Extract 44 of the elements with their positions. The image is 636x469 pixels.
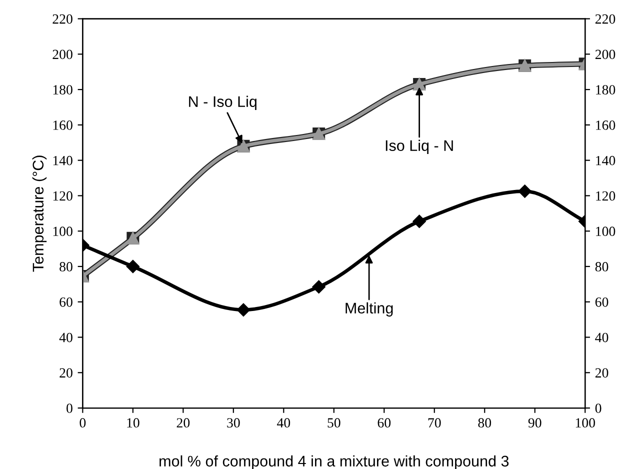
annotation: Iso Liq - N [386, 140, 453, 154]
x-tick-label: 10 [127, 418, 140, 428]
y2-tick-label: 180 [596, 85, 616, 94]
y2-tick-label: 40 [595, 332, 608, 342]
y-tick-label: 180 [53, 85, 72, 94]
x-tick-label: 60 [378, 418, 391, 428]
y2-tick-label: 140 [596, 156, 616, 166]
y2-tick-label: 160 [596, 120, 616, 130]
x-tick-label: 70 [428, 418, 441, 428]
y-tick-label: 160 [53, 120, 72, 130]
annotation: Melting [346, 302, 393, 317]
x-tick-label: 80 [478, 418, 492, 428]
point [312, 280, 326, 294]
y-tick-label: 220 [52, 14, 72, 24]
y-axis-title: Temperature (°C) [32, 156, 47, 272]
y2-tick-label: 80 [595, 262, 608, 272]
y2-tick-label: 20 [595, 368, 608, 378]
x-tick-label: 20 [176, 418, 190, 428]
y2-tick-label: 220 [595, 14, 616, 24]
point [126, 260, 140, 274]
y-tick-label: 80 [60, 262, 72, 272]
x-tick-label: 50 [328, 418, 340, 428]
y2-tick-label: 200 [595, 50, 616, 60]
y-tick-label: 40 [59, 332, 72, 342]
x-tick-label: 30 [227, 418, 240, 428]
y-tick-label: 0 [66, 404, 72, 413]
y2-tick-label: 60 [595, 297, 608, 307]
y-tick-label: 20 [60, 368, 72, 378]
y-tick-label: 60 [60, 297, 72, 307]
x-tick-label: 90 [528, 418, 542, 428]
point [518, 184, 532, 198]
y-tick-label: 100 [53, 226, 72, 236]
x-tick-label: 100 [576, 418, 596, 428]
point [236, 303, 250, 316]
y2-tick-label: 100 [596, 226, 616, 236]
y-tick-label: 120 [53, 191, 72, 201]
y-tick-label: 140 [53, 156, 72, 166]
annotation: N - Iso Liq [189, 96, 256, 110]
point [412, 214, 426, 228]
x-tick-label: 40 [276, 418, 290, 428]
y-tick-label: 200 [52, 50, 72, 60]
y2-tick-label: 120 [596, 191, 616, 201]
x-tick-label: 0 [80, 418, 86, 428]
y2-tick-label: 0 [595, 404, 602, 413]
